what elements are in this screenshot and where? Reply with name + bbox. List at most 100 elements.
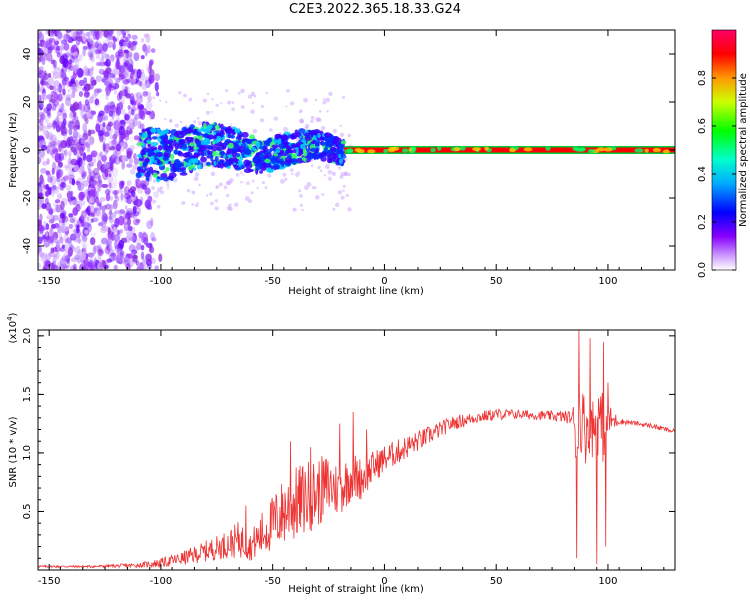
noise-blob xyxy=(137,188,144,194)
noise-blob xyxy=(48,218,55,224)
noise-blob xyxy=(95,190,100,198)
noise-dot xyxy=(298,110,302,114)
noise-blob xyxy=(55,249,60,260)
noise-blob xyxy=(129,72,134,80)
line-blob xyxy=(572,146,579,151)
noise-blob xyxy=(143,33,150,39)
noise-dot xyxy=(299,194,303,198)
noise-blob xyxy=(111,212,117,218)
noise-blob xyxy=(123,89,128,97)
band-blob xyxy=(317,132,321,138)
noise-blob xyxy=(91,66,95,71)
noise-dot xyxy=(159,186,164,190)
band-blob xyxy=(152,172,158,179)
band-blob xyxy=(240,164,246,170)
noise-blob xyxy=(141,83,148,91)
noise-blob xyxy=(83,90,90,99)
noise-blob xyxy=(96,61,101,67)
noise-blob xyxy=(51,149,55,159)
band-blob xyxy=(255,163,261,171)
noise-blob xyxy=(87,223,92,233)
band-blob xyxy=(141,128,148,133)
band-blob xyxy=(210,145,218,152)
noise-blob xyxy=(55,124,61,133)
noise-blob xyxy=(72,73,77,80)
noise-blob xyxy=(108,216,115,224)
noise-dot xyxy=(215,185,218,188)
noise-blob xyxy=(112,35,116,41)
band-blob xyxy=(184,136,193,142)
noise-blob xyxy=(96,202,102,207)
noise-blob xyxy=(104,109,110,118)
noise-blob xyxy=(45,223,50,231)
noise-dot xyxy=(191,203,194,206)
noise-dot xyxy=(196,201,199,205)
noise-blob xyxy=(151,237,157,242)
band-blob xyxy=(219,150,225,156)
noise-blob xyxy=(75,200,83,211)
band-blob xyxy=(156,128,161,134)
noise-blob xyxy=(82,123,88,133)
noise-blob xyxy=(112,256,117,261)
noise-dot xyxy=(299,203,303,207)
line-blob xyxy=(634,148,644,153)
noise-blob xyxy=(118,126,125,136)
noise-blob xyxy=(82,132,89,141)
noise-dot xyxy=(282,172,287,177)
noise-blob xyxy=(68,174,75,180)
noise-blob xyxy=(102,161,108,170)
line-blob xyxy=(401,148,409,153)
noise-dot xyxy=(159,99,162,102)
noise-blob xyxy=(126,195,133,205)
noise-dot xyxy=(225,193,230,198)
noise-blob xyxy=(105,243,113,252)
band-blob xyxy=(268,155,276,160)
line-blob xyxy=(459,146,466,151)
noise-blob xyxy=(135,260,140,266)
noise-dot xyxy=(280,179,285,184)
noise-blob xyxy=(99,197,107,202)
noise-blob xyxy=(144,187,151,195)
noise-blob xyxy=(95,205,103,212)
noise-blob xyxy=(117,188,123,194)
noise-blob xyxy=(81,169,86,180)
noise-dot xyxy=(286,88,290,93)
noise-blob xyxy=(75,236,82,243)
noise-blob xyxy=(124,36,129,43)
band-blob xyxy=(286,154,292,159)
noise-blob xyxy=(50,141,57,147)
band-blob xyxy=(278,143,285,149)
noise-blob xyxy=(126,150,132,159)
noise-blob xyxy=(65,184,72,192)
noise-dot xyxy=(183,93,187,98)
noise-blob xyxy=(110,154,117,165)
snr-xlabel: Height of straight line (km) xyxy=(288,584,424,595)
noise-blob xyxy=(60,102,65,112)
noise-blob xyxy=(137,102,141,112)
noise-blob xyxy=(123,70,129,78)
noise-blob xyxy=(133,73,137,83)
noise-dot xyxy=(209,201,214,206)
noise-blob xyxy=(130,106,137,112)
noise-blob xyxy=(40,102,45,108)
noise-blob xyxy=(122,41,128,47)
colorbar-tick-label: 0.6 xyxy=(697,118,708,134)
band-blob xyxy=(169,138,174,143)
band-blob xyxy=(217,162,221,169)
noise-blob xyxy=(129,186,137,192)
noise-blob xyxy=(45,235,50,243)
noise-blob xyxy=(69,164,75,173)
snr-panel: -150 -100 -50 0 50 100 0.5 1.0 1.5 2.0 Height of … xyxy=(6,312,676,595)
noise-blob xyxy=(61,244,65,249)
noise-blob xyxy=(48,37,56,43)
noise-blob xyxy=(87,203,95,213)
noise-blob xyxy=(41,79,48,87)
noise-dot xyxy=(172,177,178,183)
noise-blob xyxy=(61,77,68,86)
noise-blob xyxy=(119,250,125,258)
band-blob xyxy=(173,149,179,155)
line-blob xyxy=(603,147,613,152)
noise-blob xyxy=(111,82,116,87)
noise-dot xyxy=(317,117,322,123)
noise-blob xyxy=(147,44,151,54)
